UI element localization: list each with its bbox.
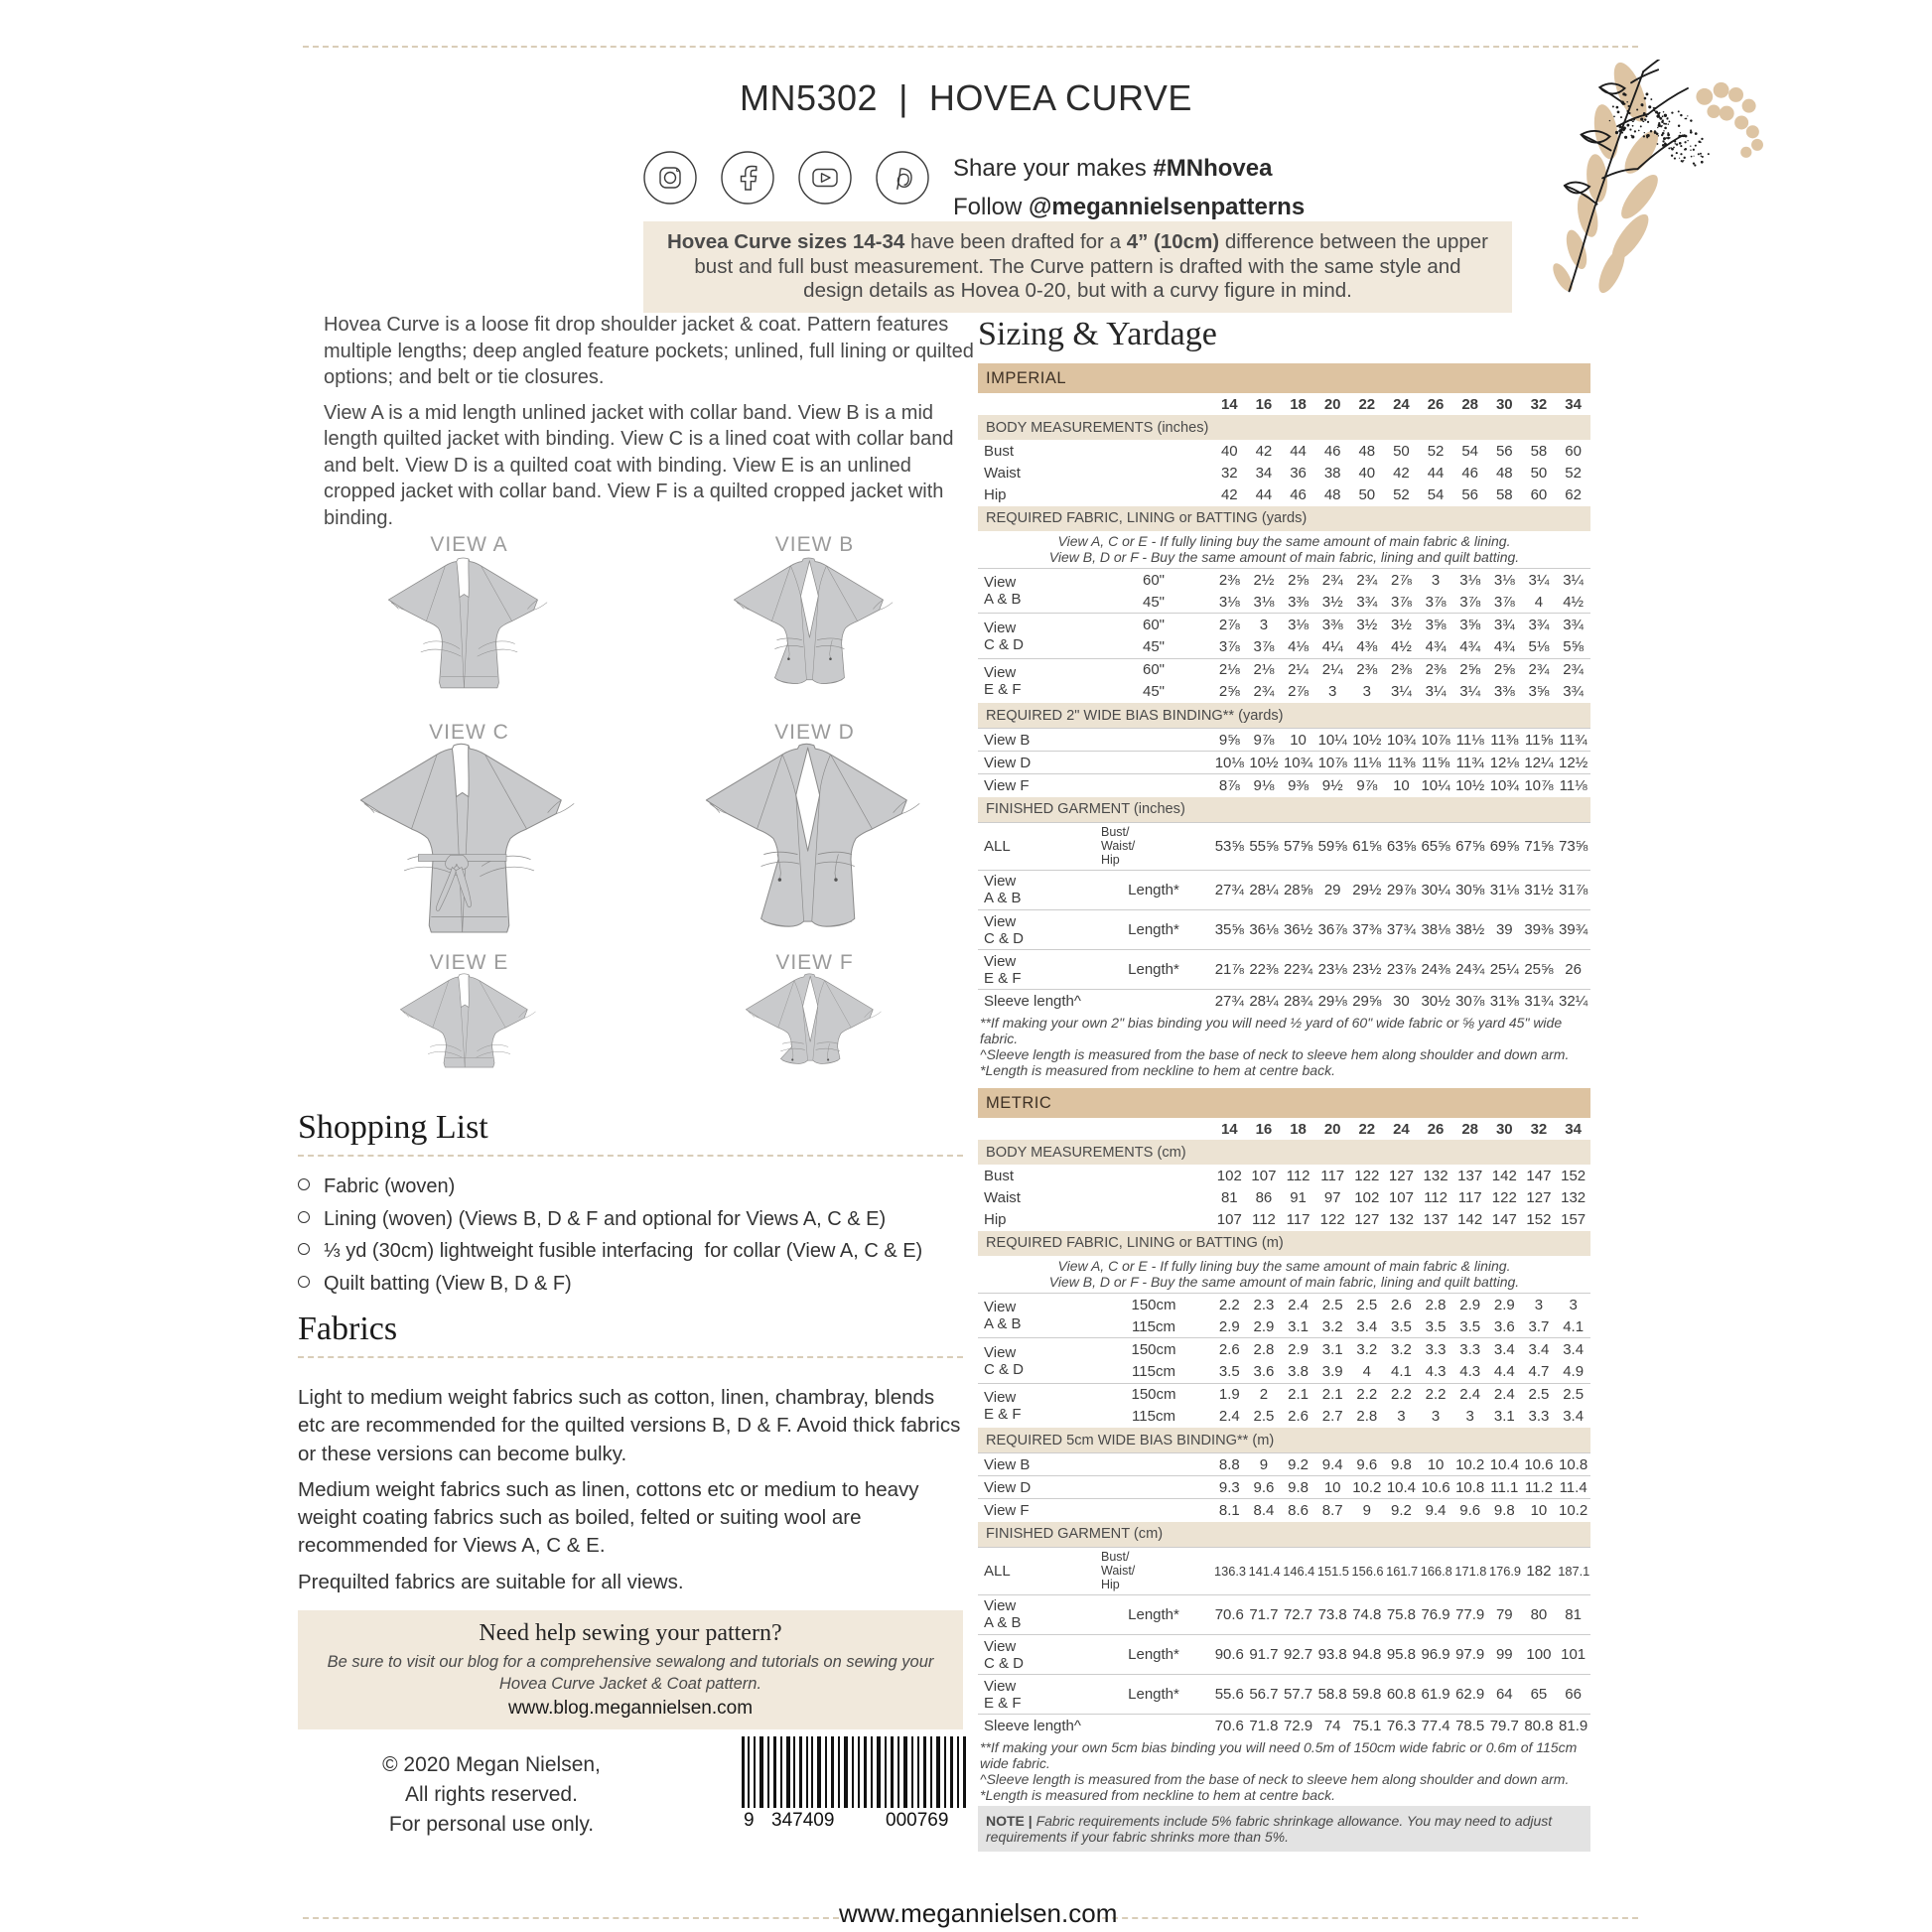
svg-text:000769: 000769 — [886, 1810, 948, 1831]
svg-text:347409: 347409 — [771, 1810, 834, 1831]
svg-text:9: 9 — [744, 1810, 755, 1831]
